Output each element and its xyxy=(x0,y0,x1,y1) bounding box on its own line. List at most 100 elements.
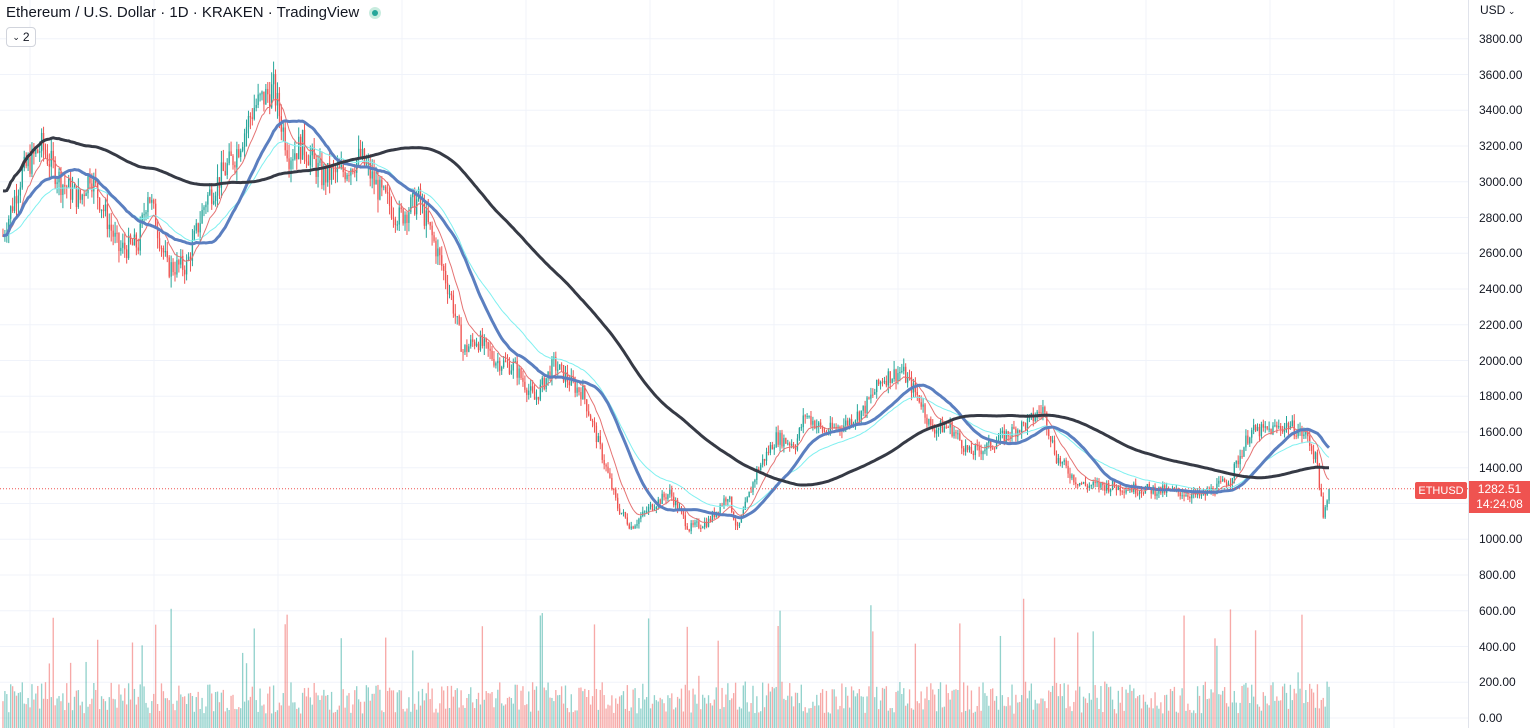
candle-body xyxy=(876,379,878,393)
volume-bar xyxy=(1102,711,1104,728)
candle-body xyxy=(470,339,472,347)
candle-body xyxy=(1264,426,1266,428)
volume-bar xyxy=(311,704,313,728)
candle-body xyxy=(11,206,14,211)
volume-bar xyxy=(992,688,994,728)
volume-bar xyxy=(874,697,876,728)
candle-body xyxy=(601,444,603,460)
volume-bar xyxy=(543,687,545,728)
volume-bar xyxy=(760,711,762,728)
candle-body xyxy=(259,94,261,96)
volume-bar xyxy=(926,686,928,728)
candle-body xyxy=(106,204,109,230)
candle-body xyxy=(1024,423,1027,429)
volume-bar xyxy=(98,709,101,728)
volume-bar xyxy=(698,675,700,728)
volume-bar xyxy=(582,691,584,728)
volume-bar xyxy=(860,696,862,728)
candle-body xyxy=(299,136,302,160)
candle-body xyxy=(568,381,571,386)
volume-bar xyxy=(263,704,265,728)
currency-selector[interactable]: USD ⌄ xyxy=(1480,3,1515,17)
candle-body xyxy=(760,464,762,471)
volume-bar xyxy=(1032,709,1034,728)
indicators-collapse-button[interactable]: ⌄ 2 xyxy=(6,27,36,47)
candle-body xyxy=(1278,426,1280,428)
volume-bar xyxy=(560,686,563,728)
candle-body xyxy=(1270,428,1272,435)
volume-bar xyxy=(1108,687,1110,728)
volume-bar xyxy=(1104,681,1106,728)
volume-bar xyxy=(1193,710,1195,728)
volume-bar xyxy=(280,705,282,728)
volume-bar xyxy=(1063,683,1065,728)
candle-body xyxy=(937,428,940,431)
candle-body xyxy=(599,436,601,445)
volume-bar xyxy=(1295,693,1297,728)
candle-body xyxy=(452,295,455,314)
candle-body xyxy=(955,432,957,434)
indicator-count: 2 xyxy=(22,30,30,44)
candle-body xyxy=(703,521,706,528)
candle-body xyxy=(1210,487,1212,493)
candle-body xyxy=(1069,473,1071,479)
volume-bar xyxy=(955,689,957,728)
volume-bar xyxy=(342,689,344,728)
volume-bar xyxy=(524,705,526,728)
candle-body xyxy=(278,92,281,117)
volume-bar xyxy=(829,713,831,728)
volume-bar xyxy=(294,702,296,728)
candle-body xyxy=(781,432,783,447)
candle-body xyxy=(323,167,325,186)
volume-bar xyxy=(665,711,667,728)
volume-bar xyxy=(895,691,897,728)
candle-body xyxy=(385,186,387,193)
candle-body xyxy=(1057,457,1060,464)
volume-bar xyxy=(79,705,81,728)
candle-body xyxy=(814,420,816,429)
candle-body xyxy=(935,430,938,434)
volume-bar xyxy=(1247,687,1249,728)
candle-body xyxy=(1048,429,1050,437)
candle-body xyxy=(485,338,487,343)
candle-body xyxy=(423,203,426,226)
candle-body xyxy=(655,506,658,510)
volume-bar xyxy=(1316,684,1319,728)
volume-bar xyxy=(25,704,27,728)
candle-body xyxy=(895,369,897,382)
candle-body xyxy=(1295,435,1297,437)
candle-body xyxy=(582,386,584,400)
candle-body xyxy=(794,447,797,450)
volume-bar xyxy=(1303,703,1305,728)
volume-bar xyxy=(1202,685,1205,728)
candle-body xyxy=(1013,426,1015,429)
volume-bar xyxy=(1069,706,1071,728)
candle-body xyxy=(108,224,110,230)
candle-body xyxy=(224,170,226,176)
candle-body xyxy=(174,272,176,275)
volume-bar xyxy=(671,693,673,728)
candle-body xyxy=(261,91,263,95)
volume-bar xyxy=(435,708,437,728)
candle-body xyxy=(924,404,926,418)
volume-bar xyxy=(1073,701,1075,728)
chart-legend: Ethereum / U.S. Dollar · 1D · KRAKEN · T… xyxy=(6,4,382,21)
volume-bar xyxy=(661,699,663,728)
volume-bar xyxy=(243,701,246,728)
candle-body xyxy=(191,239,194,261)
volume-bar xyxy=(348,693,350,728)
candle-body xyxy=(1218,480,1220,484)
candle-body xyxy=(620,512,623,514)
candle-body xyxy=(81,194,83,200)
volume-bar xyxy=(131,642,134,728)
volume-bar xyxy=(781,681,783,728)
volume-bar xyxy=(52,617,54,728)
candle-body xyxy=(953,432,955,437)
candle-body xyxy=(15,196,18,204)
volume-bar xyxy=(400,690,402,728)
candle-body xyxy=(926,417,928,425)
volume-bar xyxy=(676,696,679,728)
volume-bar xyxy=(1309,683,1311,728)
candle-body xyxy=(560,364,563,366)
